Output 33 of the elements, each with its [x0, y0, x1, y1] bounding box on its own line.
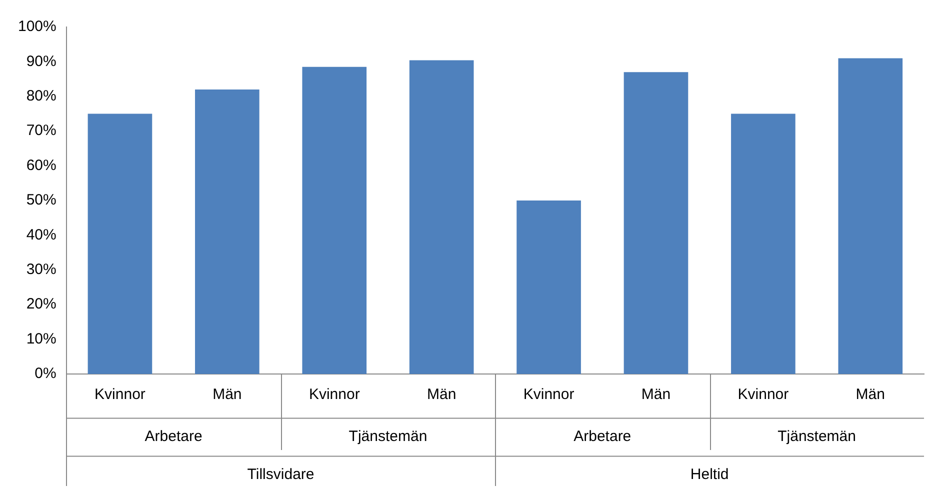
- x-tick-label: Män: [641, 386, 671, 404]
- y-tick-label: 20%: [26, 296, 56, 313]
- y-tick-label: 30%: [26, 261, 56, 278]
- bar: [516, 200, 581, 374]
- text: Tjänstemän: [348, 428, 428, 445]
- y-tick-label: 90%: [26, 52, 56, 70]
- x-tick-label: Män: [212, 386, 242, 404]
- text: Tjänstemän: [778, 428, 856, 445]
- y-tick-label: 10%: [26, 330, 56, 348]
- bar: [195, 89, 260, 374]
- text: Arbetare: [574, 428, 632, 445]
- y-tick-label: 100%: [18, 18, 56, 36]
- text: Arbetare: [144, 428, 202, 445]
- y-tick-label: 80%: [26, 88, 56, 105]
- bar: [88, 114, 152, 374]
- bar: [731, 114, 796, 374]
- y-tick-label: 50%: [26, 192, 56, 209]
- x-tick-label: Män: [426, 386, 456, 404]
- y-tick-label: 70%: [26, 122, 56, 140]
- y-tick-label: 60%: [26, 156, 56, 174]
- text: Heltid: [690, 466, 729, 483]
- x-tick-label: Kvinnor: [308, 386, 360, 404]
- y-tick-label: 40%: [26, 226, 56, 244]
- bar: [409, 60, 474, 374]
- x-tick-label: Kvinnor: [738, 386, 789, 404]
- y-tick-label: 0%: [34, 365, 56, 382]
- bar: [624, 72, 688, 374]
- x-tick-label: Kvinnor: [94, 386, 146, 404]
- x-tick-label: Män: [856, 386, 885, 404]
- x-tick-label: Kvinnor: [523, 386, 574, 404]
- bar: [838, 58, 903, 374]
- text: Tillsvidare: [247, 466, 314, 483]
- bar: [302, 66, 367, 374]
